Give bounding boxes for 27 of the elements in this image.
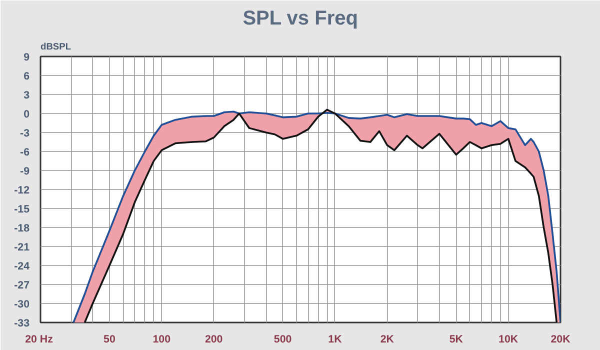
y-tick-label: -3 bbox=[20, 128, 30, 140]
y-tick-label: 3 bbox=[24, 90, 30, 102]
y-tick-label: -18 bbox=[14, 222, 30, 234]
x-tick-label: 10K bbox=[498, 334, 518, 346]
x-tick-label: 1K bbox=[328, 334, 342, 346]
y-tick-label: -12 bbox=[14, 184, 30, 196]
y-tick-label: -15 bbox=[14, 204, 30, 216]
y-tick-label: -9 bbox=[20, 166, 30, 178]
y-tick-label: -21 bbox=[14, 242, 30, 254]
x-tick-label: 50 bbox=[104, 334, 116, 346]
y-tick-label: -27 bbox=[14, 280, 30, 292]
x-tick-label: 2K bbox=[380, 334, 394, 346]
chart-title: SPL vs Freq bbox=[242, 8, 358, 30]
y-tick-label: -30 bbox=[14, 298, 30, 310]
x-tick-label: 20 Hz bbox=[25, 334, 53, 346]
y-tick-label: -33 bbox=[14, 318, 30, 330]
x-tick-label: 500 bbox=[274, 334, 292, 346]
x-tick-label: 100 bbox=[152, 334, 171, 346]
x-tick-label: 20K bbox=[550, 334, 571, 346]
y-tick-label: 0 bbox=[24, 108, 30, 120]
y-tick-label: -24 bbox=[14, 260, 30, 272]
y-axis-title: dBSPL bbox=[40, 42, 72, 52]
x-tick-label: 5K bbox=[449, 334, 464, 346]
x-tick-label: 200 bbox=[204, 334, 223, 346]
y-tick-label: 9 bbox=[24, 52, 30, 64]
y-tick-label: 6 bbox=[24, 70, 30, 82]
y-tick-label: -6 bbox=[20, 146, 30, 158]
